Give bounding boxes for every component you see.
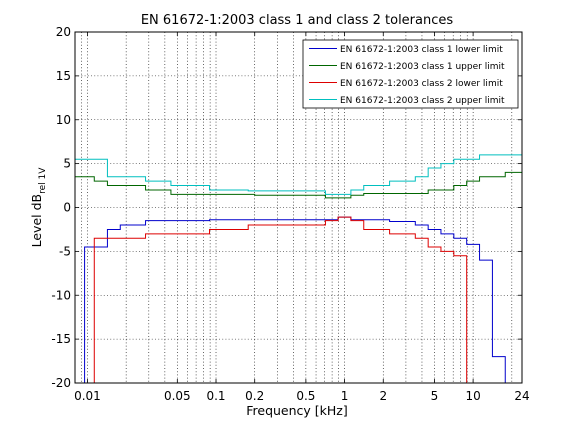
series-line-1: [84, 216, 506, 383]
legend-entries: EN 61672-1:2003 class 1 lower limit EN 61…: [309, 45, 505, 106]
y-tick-label: 10: [56, 113, 71, 127]
x-tick-label: 5: [431, 389, 439, 403]
legend: EN 61672-1:2003 class 1 lower limit EN 61…: [302, 39, 519, 109]
series-line-2: [75, 171, 522, 199]
x-tick-label: 0.01: [74, 389, 101, 403]
x-tick-label: 24: [514, 389, 529, 403]
series-line-3: [93, 216, 468, 383]
y-axis-label-subscript: rel 1V: [38, 167, 48, 194]
y-axis-label: Level dBrel 1V: [29, 167, 48, 248]
y-tick-label: 5: [63, 157, 71, 171]
chart-title: EN 61672-1:2003 class 1 and class 2 tole…: [141, 13, 454, 28]
y-tick-label: -10: [51, 288, 71, 302]
y-tick-label: 0: [63, 201, 71, 215]
x-tick-label: 0.1: [206, 389, 225, 403]
y-tick-label: -20: [51, 376, 71, 390]
y-tick-label: -15: [51, 332, 71, 346]
y-tick-label: 20: [56, 25, 71, 39]
legend-box: [302, 39, 519, 109]
y-tick-label: -5: [59, 244, 71, 258]
legend-label: EN 61672-1:2003 class 2 upper limit: [340, 96, 505, 106]
y-axis-label-main: Level dB: [29, 194, 44, 247]
ticks: 0.01 0.05 0.1 0.2 0.5 1 2 5 10 24 -20 -15 -10 -5 0 5 10 1…: [51, 25, 529, 403]
legend-label: EN 61672-1:2003 class 1 upper limit: [340, 62, 505, 72]
x-tick-label: 10: [465, 389, 480, 403]
legend-label: EN 61672-1:2003 class 1 lower limit: [340, 45, 503, 55]
x-tick-label: 1: [341, 389, 349, 403]
series-group: [75, 154, 522, 383]
x-tick-label: 0.5: [296, 389, 315, 403]
x-axis-label: Frequency [kHz]: [246, 403, 348, 418]
x-tick-label: 0.2: [245, 389, 264, 403]
y-tick-label: 15: [56, 69, 71, 83]
series-line-4: [75, 154, 522, 195]
x-tick-label: 2: [379, 389, 387, 403]
x-tick-label: 0.05: [164, 389, 191, 403]
legend-label: EN 61672-1:2003 class 2 lower limit: [340, 79, 503, 89]
